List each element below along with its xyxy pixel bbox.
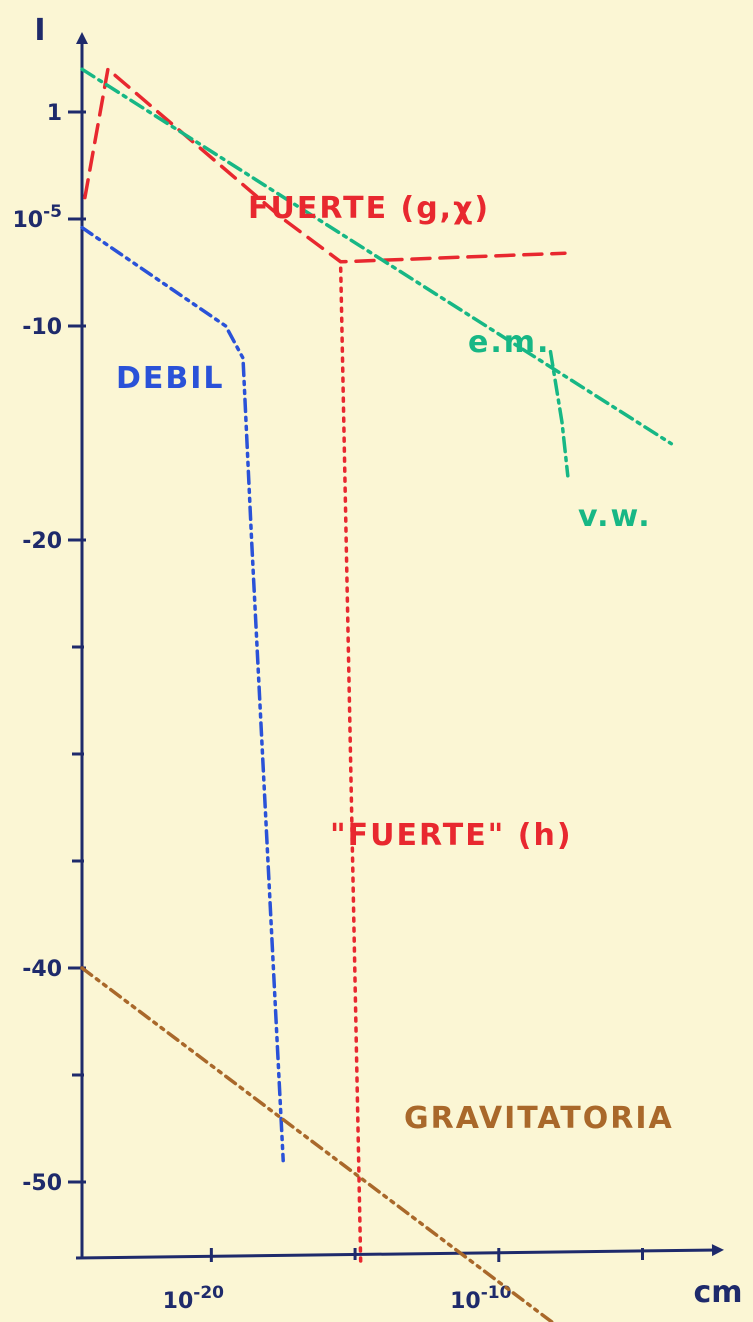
y-tick-label: -10 bbox=[22, 315, 62, 340]
series-label: v.w. bbox=[578, 499, 652, 534]
y-axis-label: I bbox=[34, 13, 45, 48]
series-labels: FUERTE (g,χ) e.m. v.w. DEBIL "FUERTE" (h) GRA… bbox=[116, 191, 674, 1136]
series-lines bbox=[80, 67, 674, 1322]
x-axis-label: cm bbox=[693, 1275, 742, 1310]
series-label: DEBIL bbox=[116, 361, 225, 396]
series-line bbox=[80, 67, 674, 446]
series-line bbox=[80, 225, 285, 1163]
axis-ticks: 1 10-5 -10 -20 -40 -50 10-20 10-10 bbox=[12, 101, 645, 1314]
series-label: "FUERTE" (h) bbox=[330, 818, 573, 853]
y-tick-label: -40 bbox=[22, 957, 62, 982]
series-line bbox=[83, 67, 567, 264]
y-tick-label: 10-5 bbox=[12, 202, 62, 233]
x-tick-label: 10-20 bbox=[163, 1283, 225, 1314]
x-tick-label: 10-10 bbox=[450, 1283, 512, 1314]
y-tick-label: -20 bbox=[22, 529, 62, 554]
y-tick-label: 1 bbox=[47, 101, 62, 126]
series-label: e.m. bbox=[468, 325, 550, 360]
series-label: GRAVITATORIA bbox=[404, 1101, 674, 1136]
series-label: FUERTE (g,χ) bbox=[248, 191, 490, 226]
series-line bbox=[548, 349, 570, 478]
series-line bbox=[80, 966, 555, 1322]
x-axis bbox=[75, 1244, 724, 1260]
y-tick-label: -50 bbox=[22, 1171, 62, 1196]
series-line bbox=[338, 266, 363, 1270]
